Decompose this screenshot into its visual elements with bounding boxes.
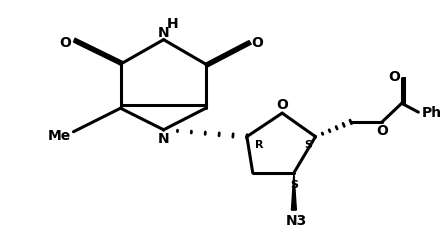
Text: S: S bbox=[305, 141, 313, 150]
Text: H: H bbox=[167, 17, 178, 31]
Text: R: R bbox=[255, 141, 264, 150]
Text: Ph: Ph bbox=[422, 106, 441, 120]
Text: O: O bbox=[376, 124, 388, 138]
Text: O: O bbox=[60, 36, 71, 50]
Text: N: N bbox=[158, 26, 169, 40]
Text: Me: Me bbox=[48, 129, 71, 143]
Polygon shape bbox=[292, 173, 296, 210]
Text: O: O bbox=[276, 98, 288, 112]
Text: N: N bbox=[158, 132, 169, 146]
Text: S: S bbox=[290, 180, 298, 190]
Text: N3: N3 bbox=[286, 214, 307, 228]
Text: O: O bbox=[388, 70, 400, 84]
Text: O: O bbox=[252, 36, 264, 50]
